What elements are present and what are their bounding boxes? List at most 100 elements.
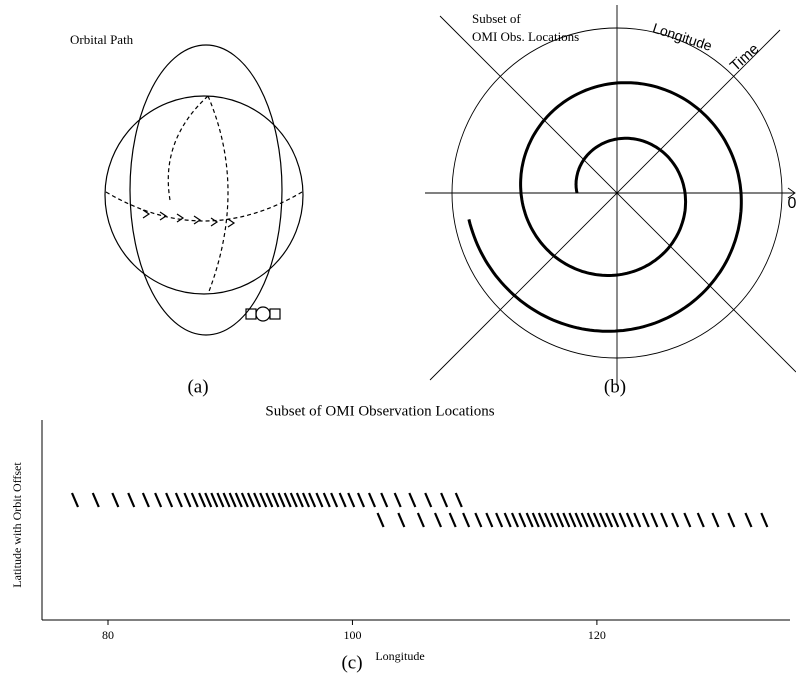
observation-mark bbox=[330, 492, 339, 508]
observation-mark bbox=[462, 512, 471, 528]
observation-mark bbox=[210, 492, 219, 508]
observation-mark bbox=[660, 512, 669, 528]
observation-mark bbox=[744, 512, 753, 528]
meridian bbox=[207, 95, 229, 295]
axis-line bbox=[429, 29, 781, 381]
observation-mark bbox=[550, 512, 559, 528]
meridian-back bbox=[167, 95, 209, 201]
observation-mark bbox=[440, 492, 449, 508]
axis-label: Time bbox=[727, 40, 763, 75]
polar-axes bbox=[425, 5, 796, 385]
observation-mark bbox=[448, 512, 457, 528]
observation-mark bbox=[633, 512, 642, 528]
observation-mark bbox=[518, 512, 527, 528]
observation-mark bbox=[393, 492, 402, 508]
observation-mark bbox=[347, 492, 356, 508]
observation-mark bbox=[556, 512, 565, 528]
orbit-path bbox=[129, 44, 283, 336]
globe bbox=[104, 95, 304, 295]
observation-mark bbox=[91, 492, 100, 508]
observation-mark bbox=[760, 512, 769, 528]
observation-mark bbox=[696, 512, 705, 528]
satellite-panel bbox=[245, 308, 257, 320]
observation-mark bbox=[625, 512, 634, 528]
observation-mark bbox=[198, 492, 207, 508]
observation-mark bbox=[376, 512, 385, 528]
annotation: Subset of bbox=[472, 11, 521, 26]
observation-mark bbox=[727, 512, 736, 528]
satellite-body bbox=[255, 306, 271, 322]
observation-mark bbox=[301, 492, 311, 508]
observation-mark bbox=[611, 512, 620, 528]
observation-mark bbox=[265, 492, 274, 508]
observation-mark bbox=[503, 512, 512, 528]
observation-mark bbox=[234, 492, 243, 508]
observation-mark bbox=[408, 492, 417, 508]
axis-label: Longitude bbox=[651, 20, 715, 54]
observation-mark bbox=[416, 512, 425, 528]
observation-mark bbox=[174, 492, 183, 508]
observation-mark bbox=[356, 492, 366, 508]
x-tick-label: 80 bbox=[102, 628, 114, 642]
observation-mark bbox=[574, 512, 583, 528]
observation-mark bbox=[289, 492, 298, 508]
observation-mark bbox=[277, 492, 286, 508]
observation-mark bbox=[618, 512, 627, 528]
observation-mark bbox=[228, 492, 237, 508]
observation-mark bbox=[111, 492, 120, 508]
orbit-diagram bbox=[104, 44, 304, 336]
observation-mark bbox=[433, 512, 443, 528]
observation-mark bbox=[271, 492, 280, 508]
observation-mark bbox=[543, 512, 553, 528]
panel-label: (b) bbox=[604, 376, 626, 397]
x-axis-label: Longitude bbox=[375, 649, 424, 663]
observation-mark bbox=[283, 492, 292, 508]
observation-mark bbox=[338, 492, 347, 508]
observation-mark bbox=[580, 512, 589, 528]
observation-mark bbox=[380, 492, 389, 508]
observation-mark bbox=[183, 492, 192, 508]
observation-mark bbox=[641, 512, 650, 528]
observation-mark bbox=[322, 492, 331, 508]
observation-mark bbox=[259, 492, 268, 508]
observation-mark bbox=[495, 512, 504, 528]
observation-mark bbox=[424, 492, 433, 508]
observation-mark bbox=[240, 492, 249, 508]
observation-mark bbox=[650, 512, 659, 528]
observation-mark bbox=[586, 512, 595, 528]
observation-mark bbox=[568, 512, 577, 528]
observation-mark bbox=[711, 512, 720, 528]
direction-arrows bbox=[142, 209, 236, 228]
observation-mark bbox=[605, 512, 614, 528]
axis-label: 0 bbox=[788, 195, 796, 212]
observation-mark bbox=[246, 492, 256, 508]
annotation: OMI Obs. Locations bbox=[472, 29, 579, 44]
observation-mark bbox=[70, 492, 80, 508]
observation-mark bbox=[204, 492, 213, 508]
observation-mark bbox=[367, 492, 377, 508]
panel-label: (a) bbox=[187, 376, 208, 397]
observation-mark bbox=[127, 492, 136, 508]
observation-mark bbox=[295, 492, 304, 508]
x-tick-label: 120 bbox=[588, 628, 606, 642]
observation-mark bbox=[308, 492, 317, 508]
observation-mark bbox=[683, 512, 692, 528]
axis-line bbox=[439, 15, 796, 373]
y-axis-label: Latitude with Orbit Offset bbox=[10, 462, 24, 588]
equator bbox=[105, 191, 303, 222]
observation-mark bbox=[531, 512, 540, 528]
observation-mark bbox=[592, 512, 601, 528]
observation-mark bbox=[397, 512, 406, 528]
observation-mark bbox=[141, 492, 150, 508]
x-tick-label: 100 bbox=[343, 628, 361, 642]
observation-mark bbox=[190, 492, 199, 508]
observation-mark bbox=[562, 512, 571, 528]
observation-mark bbox=[154, 492, 163, 508]
observation-mark bbox=[510, 512, 520, 528]
observation-mark bbox=[485, 512, 494, 528]
observation-mark bbox=[671, 512, 680, 528]
observation-mark bbox=[598, 512, 608, 528]
observation-mark bbox=[537, 512, 546, 528]
